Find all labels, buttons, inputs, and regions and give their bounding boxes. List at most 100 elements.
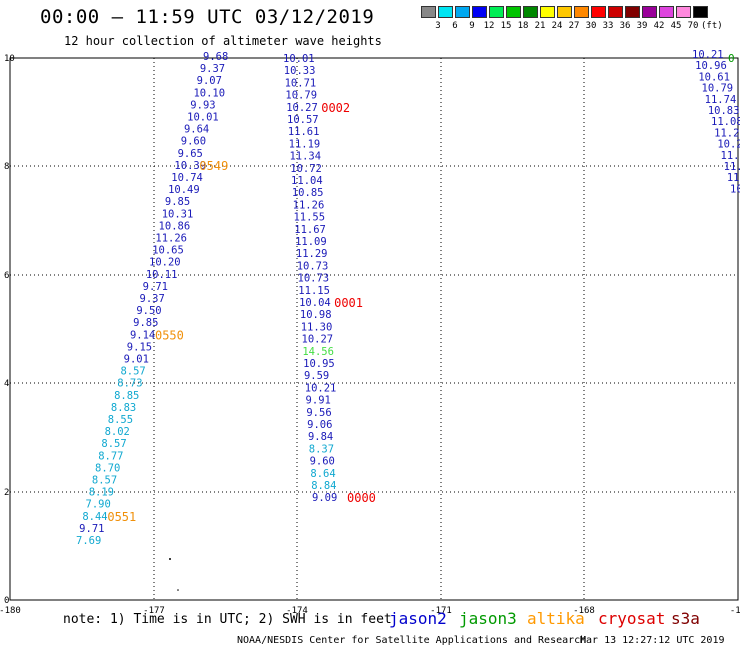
wave-height-label: 9.01 — [124, 354, 149, 366]
wave-height-label: 9.85 — [165, 196, 190, 208]
wave-height-label: 11.04 — [291, 175, 323, 187]
wave-height-label: 9.68 — [203, 51, 228, 63]
wave-height-label: 10.85 — [292, 187, 324, 199]
time-stamp-label: 0549 — [199, 159, 228, 173]
wave-height-label: 10.65 — [152, 245, 184, 257]
time-stamp-label: 0550 — [155, 328, 184, 342]
legend-label: 3 — [435, 21, 441, 31]
y-tick-label: 10 — [4, 54, 15, 64]
page-subtitle: 12 hour collection of altimeter wave hei… — [64, 34, 382, 48]
wave-height-label: 9.71 — [79, 523, 104, 535]
map-frame — [9, 57, 739, 601]
legend-label: 45 — [670, 21, 682, 31]
wave-height-label: 10.27 — [286, 102, 318, 114]
wave-height-label: 9.14 — [130, 329, 155, 341]
wave-height-label: 11.0 — [721, 150, 740, 162]
wave-height-label: 11.30 — [301, 321, 333, 333]
satellite-jason2: jason2 — [389, 609, 447, 628]
x-tick-label: -174 — [286, 606, 308, 616]
legend-swatch — [693, 6, 708, 18]
wave-height-label: 11.26 — [293, 199, 325, 211]
y-tick-label: 2 — [4, 488, 9, 498]
wave-height-label: 11.67 — [294, 224, 326, 236]
legend-label: 12 — [483, 21, 495, 31]
wave-height-label: 10.71 — [285, 77, 317, 89]
wave-height-label: 11.09 — [295, 236, 327, 248]
legend-swatch — [608, 6, 623, 18]
wave-height-label: 10.20 — [149, 257, 181, 269]
wave-height-label: 10.39 — [174, 160, 206, 172]
wave-height-label: 9.60 — [310, 456, 335, 468]
wave-height-label: 10.11 — [146, 269, 178, 281]
wave-height-label: 9.93 — [190, 99, 215, 111]
x-tick-label: -168 — [573, 606, 595, 616]
legend-label: 42 — [653, 21, 665, 31]
legend-swatch — [676, 6, 691, 18]
wave-height-label: 10.49 — [168, 184, 200, 196]
wave-height-label: 8.19 — [89, 487, 114, 499]
y-tick-label: 8 — [4, 162, 9, 172]
legend-label: 9 — [469, 21, 475, 31]
legend-swatch — [591, 6, 606, 18]
y-tick-label: 0 — [4, 596, 9, 606]
time-stamp-label: 0000 — [347, 491, 376, 505]
wave-height-label: 10.79 — [702, 83, 734, 95]
satellite-jason3: jason3 — [459, 609, 517, 628]
legend-label: 18 — [517, 21, 529, 31]
wave-height-label: 11. — [724, 161, 740, 173]
wave-height-label: 10.73 — [298, 273, 330, 285]
wave-height-label: 10.73 — [297, 260, 329, 272]
wave-height-label: 7.90 — [86, 499, 111, 511]
wave-height-label: 10.72 — [290, 163, 322, 175]
wave-height-label: 10.01 — [187, 112, 219, 124]
wave-height-label: 10.04 — [299, 297, 331, 309]
wave-height-label: 8.57 — [120, 366, 145, 378]
wave-height-label: 10.83 — [708, 105, 740, 117]
footer-generated-time: Mar 13 12:27:12 UTC 2019 — [580, 635, 725, 646]
y-tick-label: 6 — [4, 271, 9, 281]
wave-height-label: 8.57 — [101, 438, 126, 450]
wave-height-label: 11.34 — [289, 151, 321, 163]
wave-height-label: 10.10 — [193, 87, 225, 99]
wave-height-label: 8.83 — [111, 402, 136, 414]
wave-height-label: 10.61 — [698, 71, 730, 83]
wave-height-label: 11.19 — [289, 138, 321, 150]
wave-height-label: 9.65 — [178, 148, 203, 160]
wave-height-label: 9.60 — [181, 136, 206, 148]
satellite-cryosat: cryosat — [598, 609, 666, 628]
wave-height-label: 11.15 — [298, 285, 330, 297]
legend-label: 27 — [568, 21, 580, 31]
wave-height-label: 8.77 — [98, 450, 123, 462]
wave-height-label: 9.50 — [136, 305, 161, 317]
satellite-altika: altika — [527, 609, 585, 628]
wave-height-label: 9.85 — [133, 317, 158, 329]
wave-height-label: 10.2 — [717, 139, 740, 151]
legend-swatch — [659, 6, 674, 18]
x-tick-label: -177 — [143, 606, 165, 616]
footer-credit: NOAA/NESDIS Center for Satellite Applica… — [237, 635, 587, 646]
wave-height-label: 9.84 — [308, 431, 333, 443]
edge-time-label: 0 — [728, 52, 735, 65]
wave-height-label: 14.56 — [302, 346, 334, 358]
page-title: 00:00 – 11:59 UTC 03/12/2019 — [40, 6, 375, 28]
wave-height-label: 10.21 — [305, 382, 337, 394]
wave-height-label: 10.86 — [159, 220, 191, 232]
wave-height-label: 10.74 — [171, 172, 203, 184]
x-tick-label: -180 — [0, 606, 21, 616]
wave-height-label: 11.74 — [705, 94, 737, 106]
time-stamp-label: 0551 — [107, 510, 136, 524]
wave-height-label: 10.01 — [283, 53, 315, 65]
wave-height-label: 9.59 — [304, 370, 329, 382]
legend-label: 39 — [636, 21, 648, 31]
footer-note: note: 1) Time is in UTC; 2) SWH is in fe… — [63, 612, 392, 627]
legend-label: 24 — [551, 21, 563, 31]
track-dot — [169, 558, 171, 560]
wave-height-label: 11 — [727, 172, 740, 184]
legend-label: (ft) — [701, 21, 723, 31]
wave-height-label: 11.2 — [714, 127, 739, 139]
wave-height-label: 10.96 — [695, 60, 727, 72]
wave-height-label: 8.37 — [309, 443, 334, 455]
legend-label: 30 — [585, 21, 597, 31]
legend-swatch — [489, 6, 504, 18]
